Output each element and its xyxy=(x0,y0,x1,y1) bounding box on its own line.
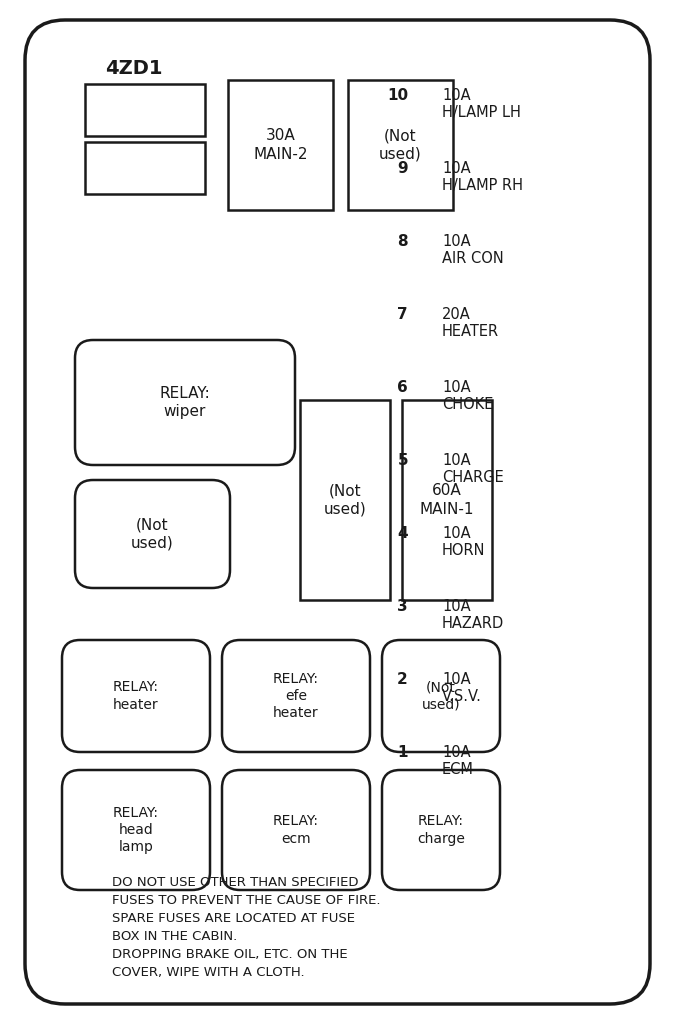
Text: 10A
HORN: 10A HORN xyxy=(442,526,485,558)
Text: 10A
ECM: 10A ECM xyxy=(442,745,474,777)
Bar xyxy=(402,400,492,600)
FancyBboxPatch shape xyxy=(222,770,370,890)
Text: 8: 8 xyxy=(398,234,408,249)
Text: 20A
HEATER: 20A HEATER xyxy=(442,307,499,339)
Text: 10A
CHARGE: 10A CHARGE xyxy=(442,453,504,485)
Text: (Not
used): (Not used) xyxy=(131,517,174,551)
Text: RELAY:
ecm: RELAY: ecm xyxy=(273,814,319,846)
Text: (Not
used): (Not used) xyxy=(379,128,422,162)
Text: 10: 10 xyxy=(387,88,408,103)
Bar xyxy=(300,400,390,600)
Text: 2: 2 xyxy=(398,672,408,687)
Text: 10A
H/LAMP RH: 10A H/LAMP RH xyxy=(442,161,523,194)
Text: 60A
MAIN-1: 60A MAIN-1 xyxy=(420,483,475,517)
Text: 5: 5 xyxy=(398,453,408,468)
Text: (Not
used): (Not used) xyxy=(422,680,460,712)
Text: RELAY:
head
lamp: RELAY: head lamp xyxy=(113,806,159,854)
Text: 1: 1 xyxy=(398,745,408,760)
Text: 10A
H/LAMP LH: 10A H/LAMP LH xyxy=(442,88,521,121)
Text: RELAY:
wiper: RELAY: wiper xyxy=(159,386,211,419)
FancyBboxPatch shape xyxy=(62,770,210,890)
Text: RELAY:
heater: RELAY: heater xyxy=(113,680,159,712)
FancyBboxPatch shape xyxy=(25,20,650,1004)
Text: RELAY:
efe
heater: RELAY: efe heater xyxy=(273,672,319,720)
Text: 10A
V.S.V.: 10A V.S.V. xyxy=(442,672,482,705)
Text: RELAY:
charge: RELAY: charge xyxy=(417,814,465,846)
Text: 30A
MAIN-2: 30A MAIN-2 xyxy=(253,128,308,162)
FancyBboxPatch shape xyxy=(75,480,230,588)
Text: (Not
used): (Not used) xyxy=(323,483,367,517)
FancyBboxPatch shape xyxy=(382,770,500,890)
Text: 3: 3 xyxy=(398,599,408,614)
Text: 9: 9 xyxy=(398,161,408,176)
Text: 4: 4 xyxy=(398,526,408,541)
Text: 4ZD1: 4ZD1 xyxy=(105,58,163,78)
Text: 6: 6 xyxy=(398,380,408,395)
Bar xyxy=(85,142,205,194)
Text: 10A
CHOKE: 10A CHOKE xyxy=(442,380,493,413)
Bar xyxy=(228,80,333,210)
Text: DO NOT USE OTHER THAN SPECIFIED
FUSES TO PREVENT THE CAUSE OF FIRE.
SPARE FUSES : DO NOT USE OTHER THAN SPECIFIED FUSES TO… xyxy=(112,876,381,979)
Bar xyxy=(85,84,205,136)
FancyBboxPatch shape xyxy=(222,640,370,752)
Text: 10A
AIR CON: 10A AIR CON xyxy=(442,234,504,266)
Text: 7: 7 xyxy=(398,307,408,322)
FancyBboxPatch shape xyxy=(382,640,500,752)
FancyBboxPatch shape xyxy=(62,640,210,752)
FancyBboxPatch shape xyxy=(75,340,295,465)
Bar xyxy=(348,80,453,210)
Text: 10A
HAZARD: 10A HAZARD xyxy=(442,599,504,632)
